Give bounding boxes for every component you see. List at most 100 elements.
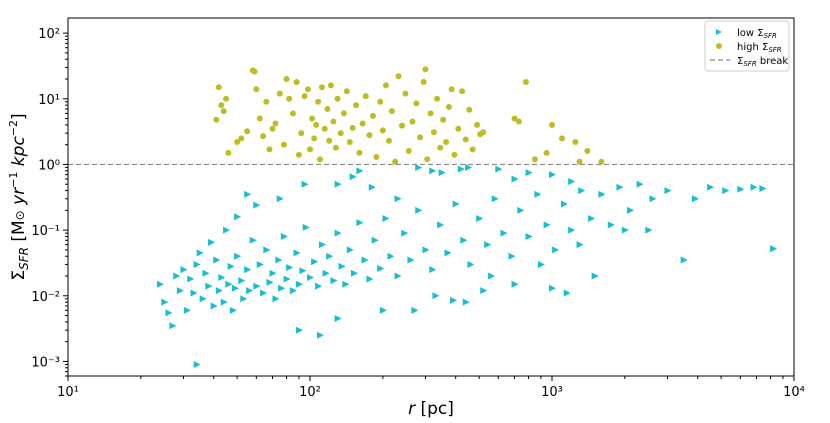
low-sfr-point: [334, 229, 342, 237]
low-sfr-point: [301, 180, 309, 188]
low-sfr-point: [366, 275, 374, 283]
high-sfr-point: [379, 127, 386, 134]
low-sfr-point: [422, 246, 430, 254]
low-sfr-point: [500, 229, 508, 237]
high-sfr-point: [377, 98, 384, 105]
high-sfr-point: [283, 76, 290, 83]
low-sfr-point: [260, 289, 268, 297]
high-sfr-point: [309, 115, 316, 122]
high-sfr-point: [469, 146, 476, 153]
low-sfr-point: [346, 246, 354, 254]
low-sfr-point: [491, 195, 499, 203]
low-sfr-point: [193, 260, 201, 268]
low-sfr-point: [680, 256, 688, 264]
high-sfr-point: [349, 124, 356, 131]
high-sfr-point: [327, 82, 334, 89]
low-sfr-point: [450, 296, 458, 304]
low-sfr-point: [202, 269, 210, 277]
low-sfr-point: [161, 298, 169, 306]
high-sfr-point: [385, 137, 392, 144]
high-sfr-point: [522, 79, 529, 86]
legend-box: [704, 20, 790, 72]
high-sfr-point: [301, 93, 308, 100]
high-sfr-point: [244, 128, 251, 135]
low-sfr-point: [299, 267, 307, 275]
low-sfr-point: [244, 266, 252, 274]
low-sfr-point: [173, 272, 181, 280]
low-sfr-point: [525, 169, 533, 177]
low-sfr-point: [278, 284, 286, 292]
low-sfr-point: [452, 200, 460, 208]
low-sfr-point: [444, 249, 452, 257]
low-sfr-point: [253, 201, 261, 209]
high-sfr-point: [256, 115, 263, 122]
low-sfr-point: [759, 185, 767, 193]
low-sfr-point: [326, 252, 334, 260]
high-sfr-point: [289, 110, 296, 117]
high-sfr-point: [362, 93, 369, 100]
low-sfr-point: [208, 238, 216, 246]
low-sfr-point: [280, 232, 288, 240]
low-sfr-point: [351, 269, 359, 277]
high-sfr-point: [321, 125, 328, 132]
low-sfr-point: [415, 163, 423, 171]
low-sfr-point: [534, 190, 542, 198]
low-sfr-point: [707, 183, 715, 191]
low-sfr-point: [275, 256, 283, 264]
low-sfr-point: [322, 269, 330, 277]
low-sfr-point: [692, 195, 700, 203]
low-sfr-point: [223, 226, 231, 234]
low-sfr-point: [432, 292, 440, 300]
high-sfr-point: [434, 95, 441, 102]
low-sfr-point: [342, 280, 350, 288]
high-sfr-point: [420, 79, 427, 86]
y-tick-label: 10⁻²: [31, 290, 60, 305]
low-sfr-point: [244, 190, 252, 198]
low-sfr-point: [429, 167, 437, 175]
high-sfr-point: [409, 118, 416, 125]
low-sfr-point: [525, 232, 533, 240]
low-sfr-point: [737, 185, 745, 193]
high-sfr-point: [445, 103, 452, 110]
low-sfr-point: [190, 289, 198, 297]
low-sfr-point: [234, 252, 242, 260]
high-sfr-point: [511, 115, 518, 122]
high-sfr-point: [215, 84, 222, 91]
plot-frame: [67, 17, 795, 377]
x-tick-label: 10²: [299, 385, 321, 400]
low-sfr-point: [750, 183, 758, 191]
low-sfr-point: [293, 249, 301, 257]
high-sfr-point: [225, 149, 232, 156]
high-sfr-point: [304, 86, 311, 93]
high-sfr-point: [480, 129, 487, 136]
low-sfr-point: [213, 256, 221, 264]
low-sfr-point: [770, 245, 778, 253]
low-sfr-point: [411, 306, 419, 314]
low-sfr-point: [193, 360, 201, 368]
low-sfr-point: [462, 298, 470, 306]
low-sfr-point: [387, 252, 395, 260]
high-sfr-point: [311, 135, 318, 142]
low-sfr-point: [429, 266, 437, 274]
high-sfr-point: [549, 121, 555, 128]
low-sfr-point: [334, 315, 342, 323]
low-sfr-point: [549, 284, 556, 292]
low-sfr-point: [636, 180, 644, 188]
low-sfr-point: [286, 263, 294, 271]
high-sfr-point: [253, 86, 260, 93]
low-sfr-point: [361, 256, 369, 264]
high-sfr-point: [424, 156, 431, 163]
low-sfr-point: [368, 183, 376, 191]
low-sfr-point: [176, 287, 184, 295]
high-sfr-point: [531, 156, 538, 163]
high-sfr-point: [213, 116, 220, 123]
x-tick-label: 10⁴: [783, 385, 805, 400]
low-sfr-point: [543, 221, 551, 229]
low-sfr-point: [626, 206, 634, 214]
high-sfr-point: [388, 108, 395, 115]
high-sfr-point: [326, 137, 333, 144]
low-sfr-point: [295, 280, 303, 288]
high-sfr-point: [543, 149, 550, 156]
high-sfr-point: [332, 144, 339, 151]
low-sfr-point: [621, 226, 629, 234]
